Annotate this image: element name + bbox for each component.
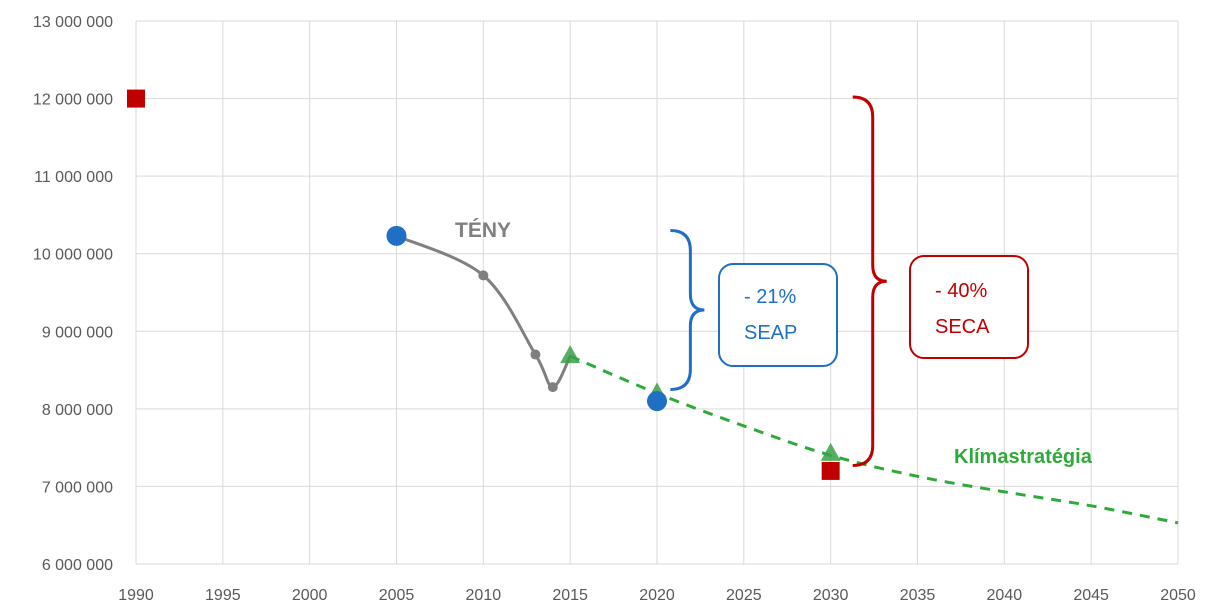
triangle-marker [560,345,581,364]
seca-name-label: SECA [935,316,990,338]
square-marker [821,461,840,480]
x-tick-label: 2020 [639,587,675,603]
x-tick-label: 2000 [292,587,328,603]
seap-name-label: SEAP [744,322,797,344]
x-tick-label: 2030 [813,587,849,603]
x-tick-label: 2040 [987,587,1023,603]
y-tick-label: 9 000 000 [42,324,113,341]
seap-bracket [670,228,705,391]
x-tick-label: 2025 [726,587,762,603]
y-tick-label: 8 000 000 [42,402,113,419]
y-tick-label: 13 000 000 [33,14,113,31]
klima-label: Klímastratégia [954,446,1093,468]
y-tick-label: 11 000 000 [34,169,113,186]
seap-pct-label: - 21% [744,286,796,308]
x-tick-label: 2050 [1160,587,1196,603]
x-tick-label: 2045 [1073,587,1109,603]
x-tick-label: 2015 [552,587,588,603]
axes: 1990 1995 2000 2005 2010 2015 2020 2025 2030 2035… [33,14,1196,603]
triangle-marker [820,442,841,461]
seca-box [909,255,1029,359]
teny-label: TÉNY [455,219,511,242]
dot-marker [530,349,541,360]
square-marker [127,89,145,108]
x-tick-label: 2035 [900,587,936,603]
markers [127,89,841,480]
x-tick-label: 2010 [466,587,502,603]
y-tick-label: 7 000 000 [42,479,113,496]
x-tick-label: 1995 [205,587,241,603]
grid [135,20,1179,565]
circle-marker [386,225,407,246]
dot-marker [478,270,489,281]
y-tick-label: 12 000 000 [33,92,113,109]
dot-marker [547,382,558,393]
y-tick-label: 10 000 000 [33,247,113,264]
seap-box [718,263,838,367]
x-tick-label: 1990 [118,587,154,603]
seca-pct-label: - 40% [935,280,987,302]
x-tick-label: 2005 [379,587,415,603]
circle-marker [647,391,667,412]
seca-bracket [852,95,887,467]
y-tick-label: 6 000 000 [42,557,113,574]
